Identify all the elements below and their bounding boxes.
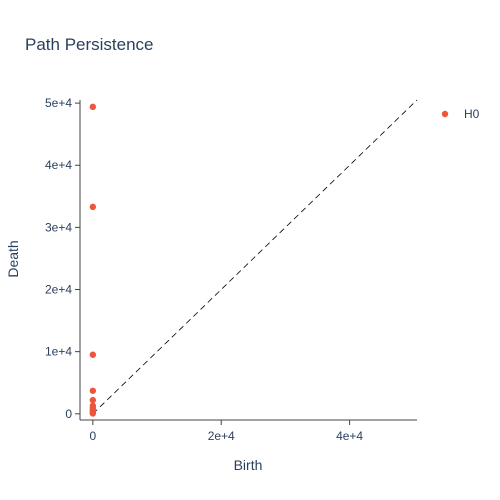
- legend-label: H0: [464, 107, 480, 121]
- y-tick-label: 3e+4: [45, 220, 72, 234]
- legend[interactable]: H0: [441, 107, 480, 121]
- diagonal-dashed-line: [92, 99, 418, 415]
- data-point: [89, 396, 97, 404]
- x-tick-label: 2e+4: [208, 429, 235, 443]
- diagonal-line: [92, 99, 418, 415]
- chart-title: Path Persistence: [25, 35, 154, 54]
- y-tick-label: 0: [65, 407, 72, 421]
- y-tick-label: 5e+4: [45, 96, 72, 110]
- data-point: [89, 410, 97, 417]
- y-axis-title: Death: [5, 240, 21, 277]
- data-point: [89, 387, 97, 394]
- data-points: [89, 103, 97, 417]
- axis-ticks: 0 2e+4 4e+4 0 1e+4 2e+4 3e+4 4e+4 5e+4: [45, 96, 363, 443]
- y-tick-label: 1e+4: [45, 345, 72, 359]
- x-tick-label: 0: [89, 429, 96, 443]
- legend-marker: [441, 110, 449, 118]
- plot-axes: [79, 100, 417, 421]
- y-tick-label: 4e+4: [45, 158, 72, 172]
- y-tick-label: 2e+4: [45, 283, 72, 297]
- data-point: [89, 203, 97, 211]
- data-point: [89, 351, 97, 358]
- x-tick-label: 4e+4: [336, 429, 363, 443]
- data-point: [89, 103, 97, 111]
- x-axis-title: Birth: [234, 457, 263, 473]
